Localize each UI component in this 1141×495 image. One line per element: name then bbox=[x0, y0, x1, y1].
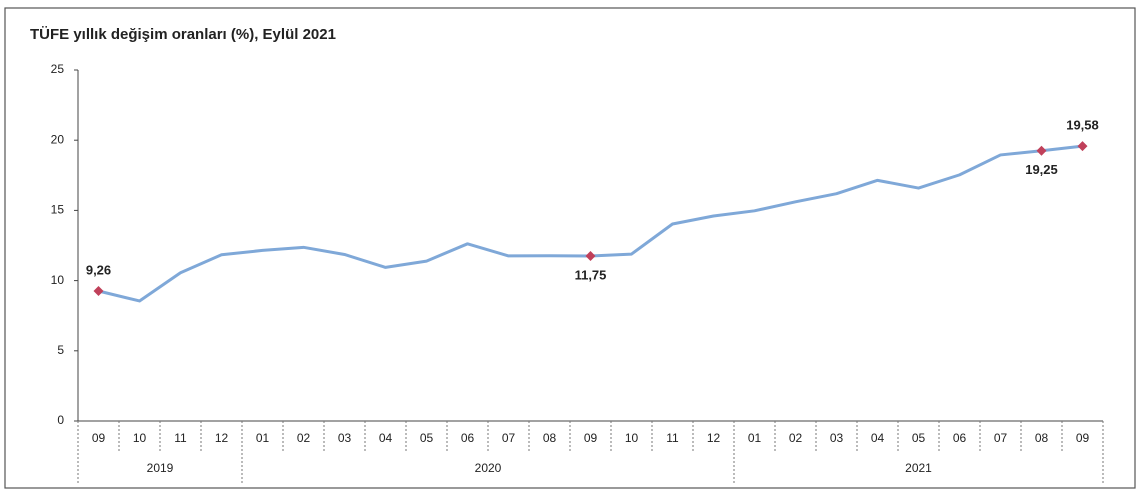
marker bbox=[1077, 141, 1088, 152]
value-label: 19,58 bbox=[1066, 118, 1099, 133]
x-tick-label: 05 bbox=[912, 431, 926, 445]
y-tick-label: 0 bbox=[57, 413, 64, 427]
y-tick-label: 10 bbox=[51, 273, 65, 287]
marker bbox=[585, 251, 596, 262]
y-tick-label: 25 bbox=[51, 62, 65, 76]
y-tick-label: 15 bbox=[51, 203, 65, 217]
chart-frame bbox=[4, 7, 1136, 489]
x-tick-label: 08 bbox=[543, 431, 557, 445]
x-tick-label: 09 bbox=[584, 431, 598, 445]
x-tick-label: 06 bbox=[953, 431, 967, 445]
marker bbox=[93, 285, 104, 296]
x-tick-label: 10 bbox=[625, 431, 639, 445]
marker bbox=[1036, 145, 1047, 156]
x-tick-label: 11 bbox=[666, 431, 679, 445]
x-tick-label: 01 bbox=[256, 431, 270, 445]
y-tick-label: 5 bbox=[57, 343, 64, 357]
x-tick-label: 04 bbox=[379, 431, 393, 445]
x-tick-label: 06 bbox=[461, 431, 475, 445]
x-tick-label: 04 bbox=[871, 431, 885, 445]
value-label: 11,75 bbox=[575, 267, 607, 282]
x-tick-label: 02 bbox=[297, 431, 311, 445]
group-label: 2020 bbox=[475, 461, 502, 475]
x-tick-label: 02 bbox=[789, 431, 803, 445]
group-label: 2021 bbox=[905, 461, 932, 475]
group-label: 2019 bbox=[147, 461, 174, 475]
x-tick-label: 10 bbox=[133, 431, 147, 445]
x-tick-label: 01 bbox=[748, 431, 762, 445]
x-tick-label: 03 bbox=[338, 431, 352, 445]
x-tick-label: 03 bbox=[830, 431, 844, 445]
x-tick-label: 07 bbox=[994, 431, 1008, 445]
x-tick-label: 12 bbox=[707, 431, 721, 445]
x-tick-label: 11 bbox=[174, 431, 187, 445]
x-tick-label: 07 bbox=[502, 431, 516, 445]
chart-title: TÜFE yıllık değişim oranları (%), Eylül … bbox=[30, 26, 336, 43]
x-tick-label: 08 bbox=[1035, 431, 1049, 445]
x-tick-label: 12 bbox=[215, 431, 229, 445]
x-tick-label: 09 bbox=[1076, 431, 1090, 445]
x-tick-label: 05 bbox=[420, 431, 434, 445]
value-label: 9,26 bbox=[86, 262, 111, 277]
x-tick-label: 09 bbox=[92, 431, 106, 445]
value-label: 19,25 bbox=[1025, 162, 1058, 177]
y-tick-label: 20 bbox=[51, 132, 65, 146]
